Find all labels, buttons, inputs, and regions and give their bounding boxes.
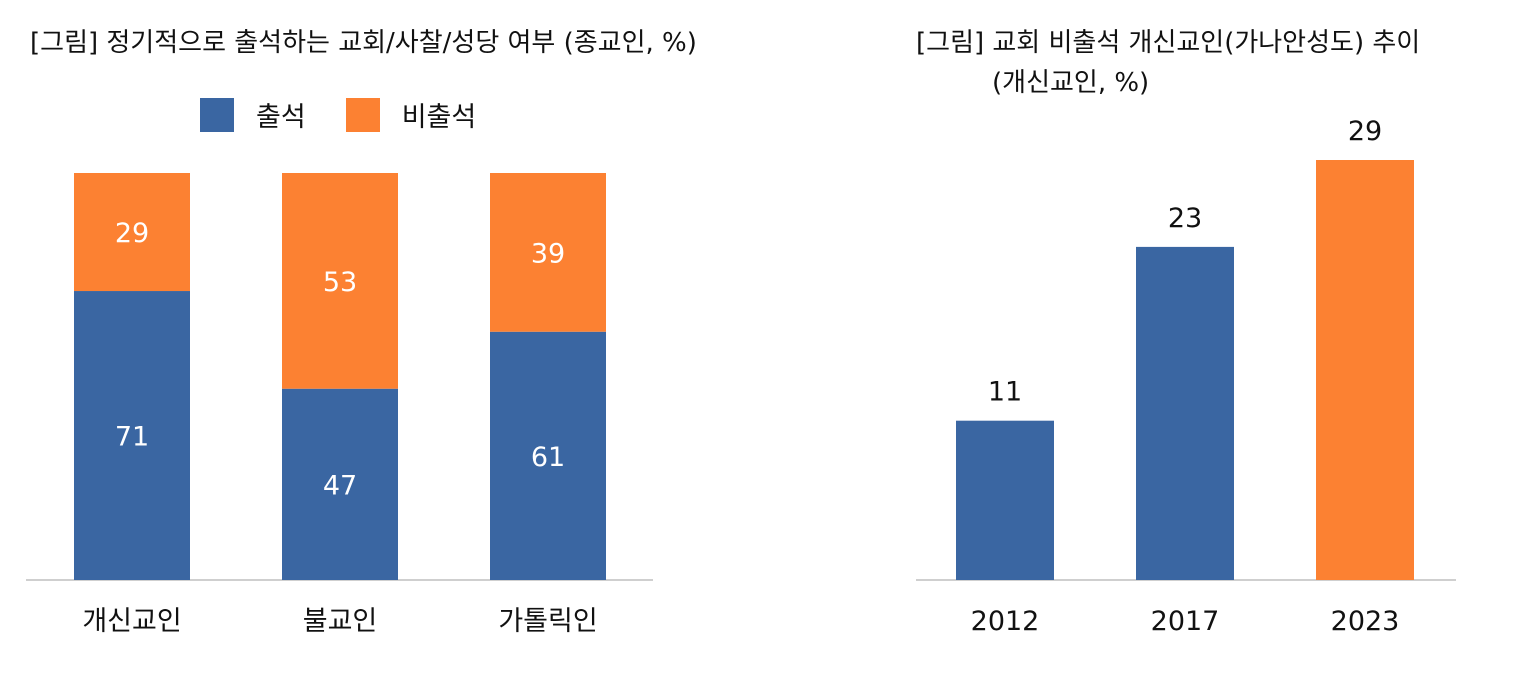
x-tick-label-1: 2017 — [1151, 606, 1220, 637]
x-tick-label-2: 2023 — [1331, 606, 1400, 637]
chart-right-plot: 11 2012 23 2017 29 2023 — [916, 116, 1456, 637]
data-label-attend-1: 47 — [323, 470, 357, 501]
chart-left-title: [그림] 정기적으로 출석하는 교회/사찰/성당 여부 (종교인, %) — [30, 28, 697, 58]
bar-attend-2 — [490, 331, 606, 580]
legend-item-attend: 출석 — [200, 95, 306, 134]
data-label-1: 23 — [1168, 203, 1202, 234]
legend-item-nonattend: 비출석 — [345, 95, 477, 134]
bar-nonattend-1 — [282, 173, 398, 389]
data-label-nonattend-1: 53 — [323, 267, 357, 298]
x-tick-label-2: 가톨릭인 — [498, 606, 597, 637]
legend-swatch-attend — [200, 97, 234, 132]
chart-right-title-line1: [그림] 교회 비출석 개신교인(가나안성도) 추이 — [916, 28, 1421, 58]
legend-swatch-nonattend — [345, 97, 380, 132]
bar-0 — [956, 420, 1054, 580]
data-label-0: 11 — [988, 377, 1022, 408]
chart-right-title-line2: (개신교인, %) — [992, 68, 1150, 98]
chart-right: [그림] 교회 비출석 개신교인(가나안성도) 추이 (개신교인, %) 11 2… — [880, 0, 1516, 686]
bar-2 — [1316, 160, 1414, 580]
data-label-nonattend-2: 39 — [531, 238, 565, 269]
bar-1 — [1136, 246, 1234, 580]
chart-left: [그림] 정기적으로 출석하는 교회/사찰/성당 여부 (종교인, %) 출석 … — [0, 0, 700, 686]
data-label-attend-2: 61 — [531, 442, 565, 473]
data-label-2: 29 — [1348, 116, 1382, 147]
data-label-nonattend-0: 29 — [115, 218, 149, 249]
x-tick-label-0: 2012 — [971, 606, 1040, 637]
bar-attend-0 — [74, 291, 190, 580]
data-label-attend-0: 71 — [115, 422, 149, 453]
legend-label-nonattend: 비출석 — [401, 102, 477, 133]
bar-attend-1 — [282, 388, 398, 580]
bar-nonattend-2 — [490, 173, 606, 332]
chart-left-plot: 71 29 개신교인 47 53 불교인 61 39 가톨릭인 — [26, 173, 653, 637]
legend-label-attend: 출석 — [256, 102, 306, 133]
x-tick-label-0: 개신교인 — [82, 606, 181, 637]
bar-nonattend-0 — [74, 173, 190, 292]
chart-left-legend: 출석 비출석 — [200, 95, 516, 134]
x-tick-label-1: 불교인 — [303, 606, 378, 637]
